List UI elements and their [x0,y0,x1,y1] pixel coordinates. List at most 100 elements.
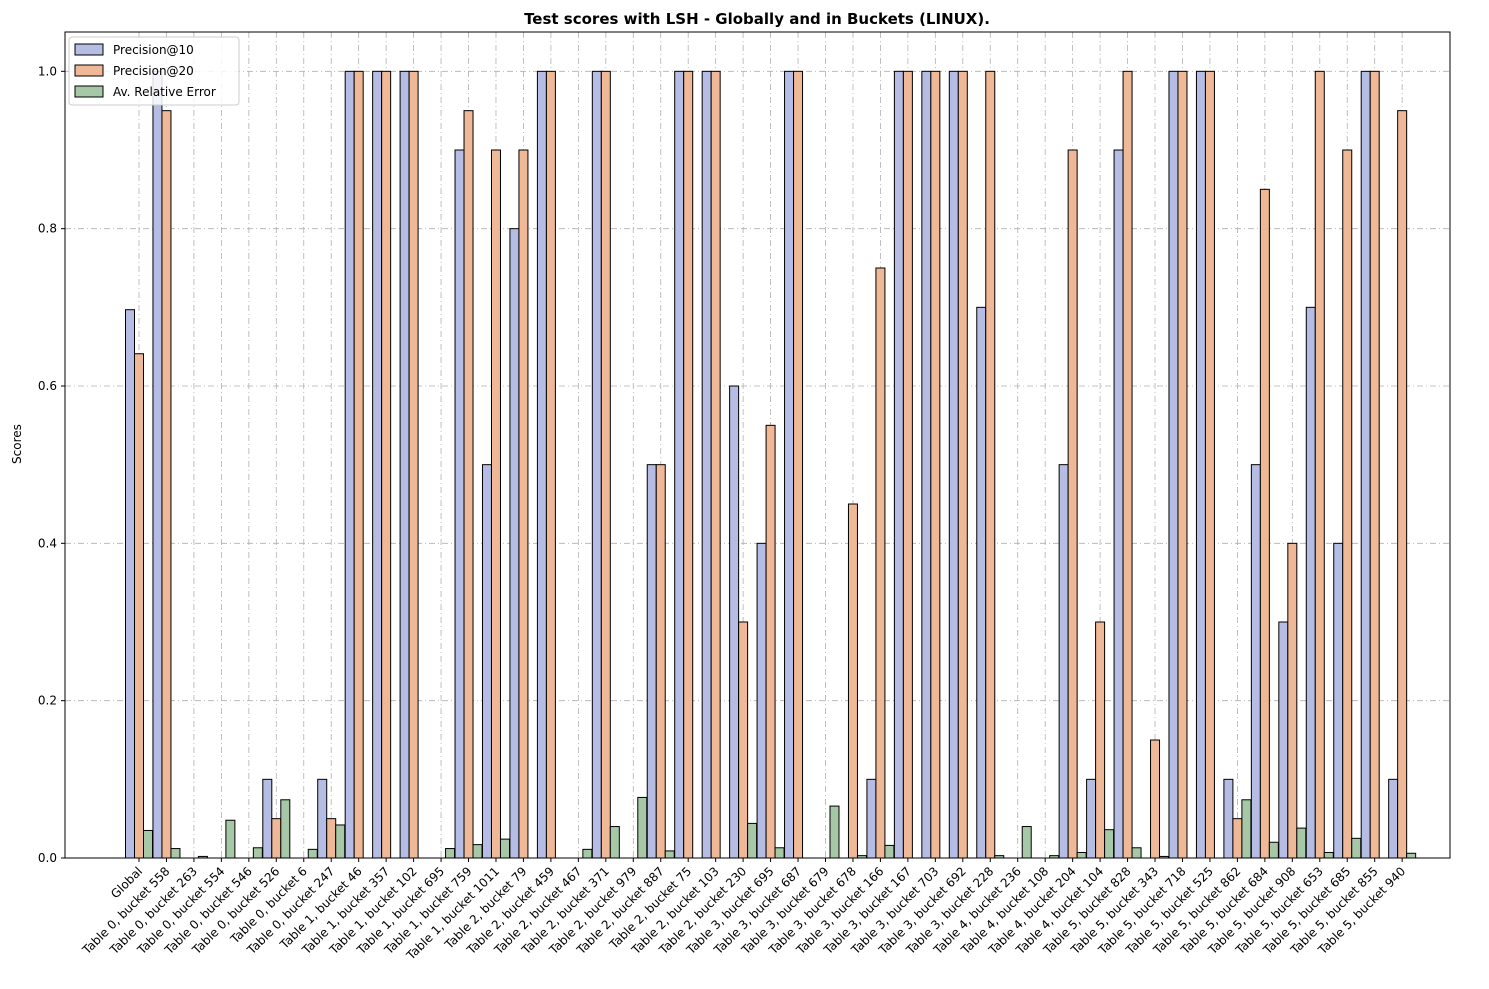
legend-label: Precision@10 [113,43,194,57]
bar-precision-10 [1333,542,1344,859]
bar-av-relative-error [335,824,346,859]
bar-av-relative-error [307,848,318,859]
y-tick-label: 0.8 [38,222,57,236]
bar-precision-20 [1287,542,1298,859]
bar-av-relative-error [1021,826,1032,859]
y-tick-label: 0.6 [38,379,57,393]
bar-precision-20 [600,70,611,859]
bar-av-relative-error [1268,841,1279,859]
bar-av-relative-error [609,826,620,859]
bar-av-relative-error [252,847,263,859]
legend-box [68,36,240,106]
bar-av-relative-error [280,799,291,859]
bar-av-relative-error [499,838,510,859]
bar-precision-20 [1397,110,1408,859]
bar-av-relative-error [637,796,648,859]
bar-precision-10 [1360,70,1371,859]
bar-precision-20 [381,70,392,859]
bar-precision-20 [490,149,501,859]
bar-precision-10 [1113,149,1124,859]
bar-precision-20 [1150,739,1161,859]
bar-precision-10 [1278,621,1289,859]
bar-precision-20 [1177,70,1188,859]
bar-precision-10 [1250,464,1261,859]
bar-precision-20 [1095,621,1106,859]
bar-precision-10 [317,778,328,859]
bar-precision-10 [893,70,904,859]
bar-precision-10 [372,70,383,859]
bar-precision-10 [1223,778,1234,859]
bar-av-relative-error [884,844,895,859]
bar-precision-10 [729,385,740,859]
bar-av-relative-error [445,848,456,859]
bar-av-relative-error [774,847,785,859]
bar-precision-20 [134,353,144,859]
bar-precision-20 [353,70,364,859]
bar-av-relative-error [143,829,153,859]
bar-precision-20 [985,70,996,859]
bar-precision-20 [1232,818,1243,859]
bar-precision-20 [738,621,749,859]
legend-swatch [74,43,104,56]
bar-precision-10 [866,778,877,859]
bar-av-relative-error [1323,851,1334,859]
bar-precision-20 [655,464,666,859]
bar-precision-20 [1122,70,1133,859]
legend: Precision@10 Precision@20 Av. Relative Err… [68,36,240,106]
bar-av-relative-error [582,848,593,859]
bar-precision-20 [408,70,419,859]
bar-precision-10 [1195,70,1206,859]
bar-precision-20 [793,70,804,859]
bar-av-relative-error [1076,851,1087,859]
bar-precision-20 [161,110,172,859]
bar-precision-10 [125,309,135,859]
bar-precision-10 [1168,70,1179,859]
bar-precision-10 [591,70,602,859]
y-tick-label: 0.4 [38,536,57,550]
bar-precision-20 [518,149,529,859]
bar-precision-20 [545,70,556,859]
bar-precision-10 [1058,464,1069,859]
bar-precision-10 [784,70,795,859]
bar-precision-20 [1204,70,1215,859]
bar-precision-20 [1067,149,1078,859]
bar-av-relative-error [1241,799,1252,859]
bar-precision-10 [921,70,932,859]
bar-precision-10 [976,306,987,859]
chart-title: Test scores with LSH - Globally and in B… [524,10,990,28]
bar-precision-10 [509,228,520,859]
bar-precision-10 [481,464,492,859]
legend-swatch [74,64,104,77]
y-axis-label: Scores [10,424,24,464]
bar-precision-20 [1259,188,1270,859]
legend-label: Av. Relative Error [113,85,216,99]
bar-precision-20 [271,818,282,859]
y-tick-label: 0.2 [38,694,57,708]
bar-precision-20 [957,70,968,859]
bar-precision-10 [1388,778,1399,859]
bar-precision-20 [1369,70,1380,859]
bar-precision-10 [152,70,163,859]
bar-av-relative-error [1351,837,1362,859]
bar-precision-20 [765,424,776,859]
bar-av-relative-error [472,844,483,859]
bar-precision-10 [262,778,273,859]
bar-av-relative-error [225,819,236,859]
bar-av-relative-error [1131,847,1142,859]
bar-precision-20 [463,110,474,859]
y-tick-label: 0.0 [38,851,57,865]
bar-precision-20 [1342,149,1353,859]
bar-precision-20 [683,70,694,859]
bar-precision-20 [1314,70,1325,859]
bar-precision-10 [536,70,547,859]
bar-precision-20 [847,503,858,859]
bar-precision-10 [701,70,712,859]
plot-frame [64,31,1451,859]
bar-precision-20 [710,70,721,859]
bar-precision-20 [326,818,337,859]
bar-precision-10 [674,70,685,859]
bar-precision-10 [454,149,465,859]
bar-precision-10 [1086,778,1097,859]
